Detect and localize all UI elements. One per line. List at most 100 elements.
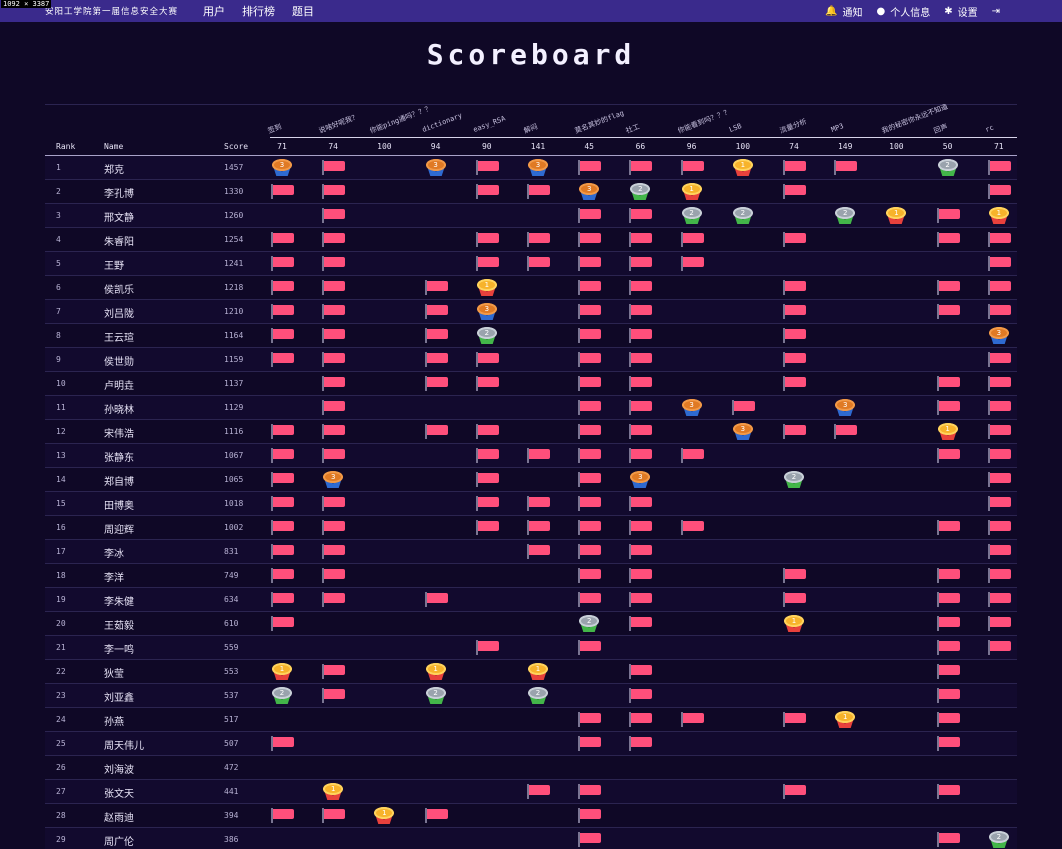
solved-flag-icon	[936, 640, 963, 655]
name-cell[interactable]: 郑克	[104, 165, 124, 176]
solved-flag-icon	[987, 472, 1014, 487]
table-row[interactable]: 12 宋伟浩 1116 3 1	[45, 420, 1017, 444]
name-cell[interactable]: 李一鸣	[104, 645, 134, 656]
brand-title[interactable]: 安阳工学院第一届信息安全大赛	[45, 7, 179, 17]
solved-flag-icon	[936, 664, 963, 679]
challenge-name[interactable]: easy_RSA	[471, 114, 507, 134]
challenge-name[interactable]: 莫名其妙的flag	[573, 109, 626, 136]
table-row[interactable]: 28 赵雨迪 394 1	[45, 804, 1017, 828]
challenge-name[interactable]: MP3	[830, 121, 846, 134]
challenge-name[interactable]: 流量分析	[778, 117, 808, 136]
table-row[interactable]: 27 张文天 441 1	[45, 780, 1017, 804]
name-cell[interactable]: 李洋	[104, 573, 124, 584]
table-row[interactable]: 14 郑自博 1065 3 3 2	[45, 468, 1017, 492]
name-cell[interactable]: 孙晓林	[104, 405, 134, 416]
name-cell[interactable]: 狄莹	[104, 669, 124, 680]
table-row[interactable]: 26 刘海波 472	[45, 756, 1017, 780]
table-row[interactable]: 25 周天伟儿 507	[45, 732, 1017, 756]
bronze-medal-icon: 3	[322, 471, 344, 489]
name-cell[interactable]: 王茹毅	[104, 621, 134, 632]
challenge-name[interactable]: 回声	[932, 122, 949, 136]
score-cell: 1002	[224, 523, 244, 532]
rank-cell: 20	[56, 619, 66, 628]
solved-flag-icon	[578, 232, 604, 247]
table-row[interactable]: 10 卢明垚 1137	[45, 372, 1017, 396]
table-row[interactable]: 5 王野 1241	[45, 252, 1017, 276]
challenge-name[interactable]: 你能看到吗？？？	[676, 107, 732, 136]
challenge-name[interactable]: 解闷	[522, 122, 539, 136]
name-cell[interactable]: 周广伦	[104, 837, 134, 848]
nav-settings[interactable]: ✱ 设置	[944, 4, 977, 19]
name-cell[interactable]: 郑自博	[104, 477, 134, 488]
table-row[interactable]: 21 李一鸣 559	[45, 636, 1017, 660]
challenge-points: 100	[735, 142, 751, 151]
solved-flag-icon	[987, 304, 1014, 319]
solved-flag-icon	[424, 328, 451, 343]
name-cell[interactable]: 邢文静	[104, 213, 134, 224]
name-cell[interactable]: 宋伟浩	[104, 429, 134, 440]
rank-cell: 6	[56, 283, 61, 292]
table-row[interactable]: 13 张静东 1067	[45, 444, 1017, 468]
challenge-name[interactable]: LSB	[727, 121, 743, 134]
name-cell[interactable]: 李孔博	[104, 189, 134, 200]
table-row[interactable]: 2 李孔博 1330 3 2 1	[45, 180, 1017, 204]
name-cell[interactable]: 周天伟儿	[104, 741, 144, 752]
table-row[interactable]: 15 田博奥 1018	[45, 492, 1017, 516]
name-cell[interactable]: 侯凯乐	[104, 285, 134, 296]
nav-profile-label: 个人信息	[890, 7, 931, 19]
table-row[interactable]: 7 刘吕陇 1210 3	[45, 300, 1017, 324]
challenge-points: 74	[789, 142, 799, 151]
score-cell: 1018	[224, 499, 244, 508]
name-cell[interactable]: 李朱健	[104, 597, 134, 608]
table-row[interactable]: 11 孙晓林 1129 3 3	[45, 396, 1017, 420]
nav-users[interactable]: 用户	[203, 5, 226, 18]
solved-flag-icon	[629, 592, 655, 607]
name-cell[interactable]: 卢明垚	[104, 381, 134, 392]
solved-flag-icon	[629, 448, 655, 463]
name-cell[interactable]: 刘海波	[104, 765, 134, 776]
table-row[interactable]: 24 孙燕 517 1	[45, 708, 1017, 732]
table-row[interactable]: 1 郑克 1457 3 3 3 1 2	[45, 156, 1017, 180]
screenshot-size-label: 1092 × 3387	[1, 0, 52, 8]
nav-challenges[interactable]: 题目	[292, 5, 315, 18]
table-row[interactable]: 3 邢文静 1260 2 2 2 1 1	[45, 204, 1017, 228]
table-row[interactable]: 4 朱睿阳 1254	[45, 228, 1017, 252]
table-row[interactable]: 29 周广伦 386 2	[45, 828, 1017, 849]
table-row[interactable]: 20 王茹毅 610 2 1	[45, 612, 1017, 636]
table-row[interactable]: 6 侯凯乐 1218 1	[45, 276, 1017, 300]
name-cell[interactable]: 刘亚鑫	[104, 693, 134, 704]
name-cell[interactable]: 赵雨迪	[104, 813, 134, 824]
nav-scoreboard[interactable]: 排行榜	[242, 5, 276, 18]
nav-profile[interactable]: ● 个人信息	[876, 4, 930, 19]
challenge-name[interactable]: rc	[983, 123, 995, 134]
table-row[interactable]: 22 狄莹 553 1 1 1	[45, 660, 1017, 684]
challenge-name[interactable]: 签到	[266, 122, 283, 136]
nav-notifications[interactable]: 🔔 通知	[825, 4, 862, 19]
challenge-name[interactable]: 说啥好呢我？	[317, 112, 361, 136]
name-cell[interactable]: 周迎辉	[104, 525, 134, 536]
name-cell[interactable]: 孙燕	[104, 717, 124, 728]
name-cell[interactable]: 田博奥	[104, 501, 134, 512]
solved-flag-icon	[936, 304, 963, 319]
challenge-name[interactable]: 社工	[625, 122, 642, 136]
name-cell[interactable]: 王云瑄	[104, 333, 134, 344]
name-cell[interactable]: 张静东	[104, 453, 134, 464]
solved-flag-icon	[936, 784, 963, 799]
nav-logout[interactable]: ⇥	[992, 6, 1005, 17]
name-cell[interactable]: 刘吕陇	[104, 309, 134, 320]
table-row[interactable]: 18 李洋 749	[45, 564, 1017, 588]
table-row[interactable]: 23 刘亚鑫 537 2 2 2	[45, 684, 1017, 708]
table-row[interactable]: 17 李冰 831	[45, 540, 1017, 564]
name-cell[interactable]: 王野	[104, 261, 124, 272]
solved-flag-icon	[578, 832, 604, 847]
name-cell[interactable]: 张文天	[104, 789, 134, 800]
name-cell[interactable]: 李冰	[104, 549, 124, 560]
table-row[interactable]: 16 周迎辉 1002	[45, 516, 1017, 540]
table-row[interactable]: 8 王云瑄 1164 2 3	[45, 324, 1017, 348]
name-cell[interactable]: 朱睿阳	[104, 237, 134, 248]
solved-flag-icon	[936, 712, 963, 727]
solved-flag-icon	[475, 232, 502, 247]
table-row[interactable]: 19 李朱健 634	[45, 588, 1017, 612]
table-row[interactable]: 9 侯世勋 1159	[45, 348, 1017, 372]
name-cell[interactable]: 侯世勋	[104, 357, 134, 368]
